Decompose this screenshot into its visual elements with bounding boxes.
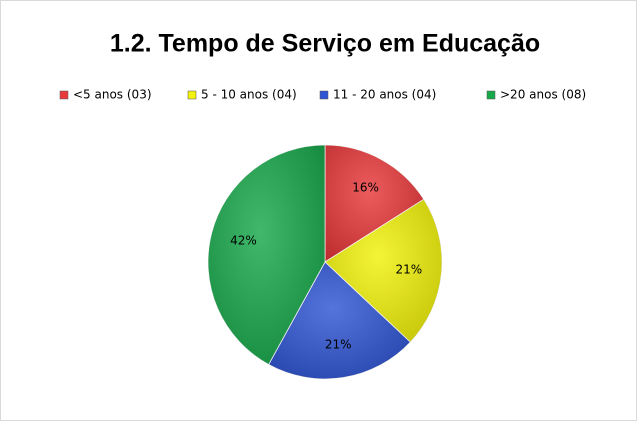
legend-label: <5 anos (03) <box>73 88 152 102</box>
legend-swatch <box>187 90 197 100</box>
legend-label: >20 anos (08) <box>500 88 586 102</box>
pie-slice-shade <box>325 199 443 343</box>
pie-slice-shade <box>268 262 411 379</box>
legend-label: 11 - 20 anos (04) <box>333 88 436 102</box>
data-label: 42% <box>230 234 257 248</box>
pie-slice-shade <box>207 145 325 365</box>
legend-swatch <box>59 90 69 100</box>
data-label: 16% <box>352 181 379 195</box>
legend-swatch <box>319 90 329 100</box>
pie-slice-shade <box>325 145 424 262</box>
data-label: 21% <box>325 338 352 352</box>
data-label: 21% <box>396 262 423 276</box>
legend-label: 5 - 10 anos (04) <box>201 88 297 102</box>
chart-title: 1.2. Tempo de Serviço em Educação <box>110 30 540 58</box>
legend-swatch <box>486 90 496 100</box>
